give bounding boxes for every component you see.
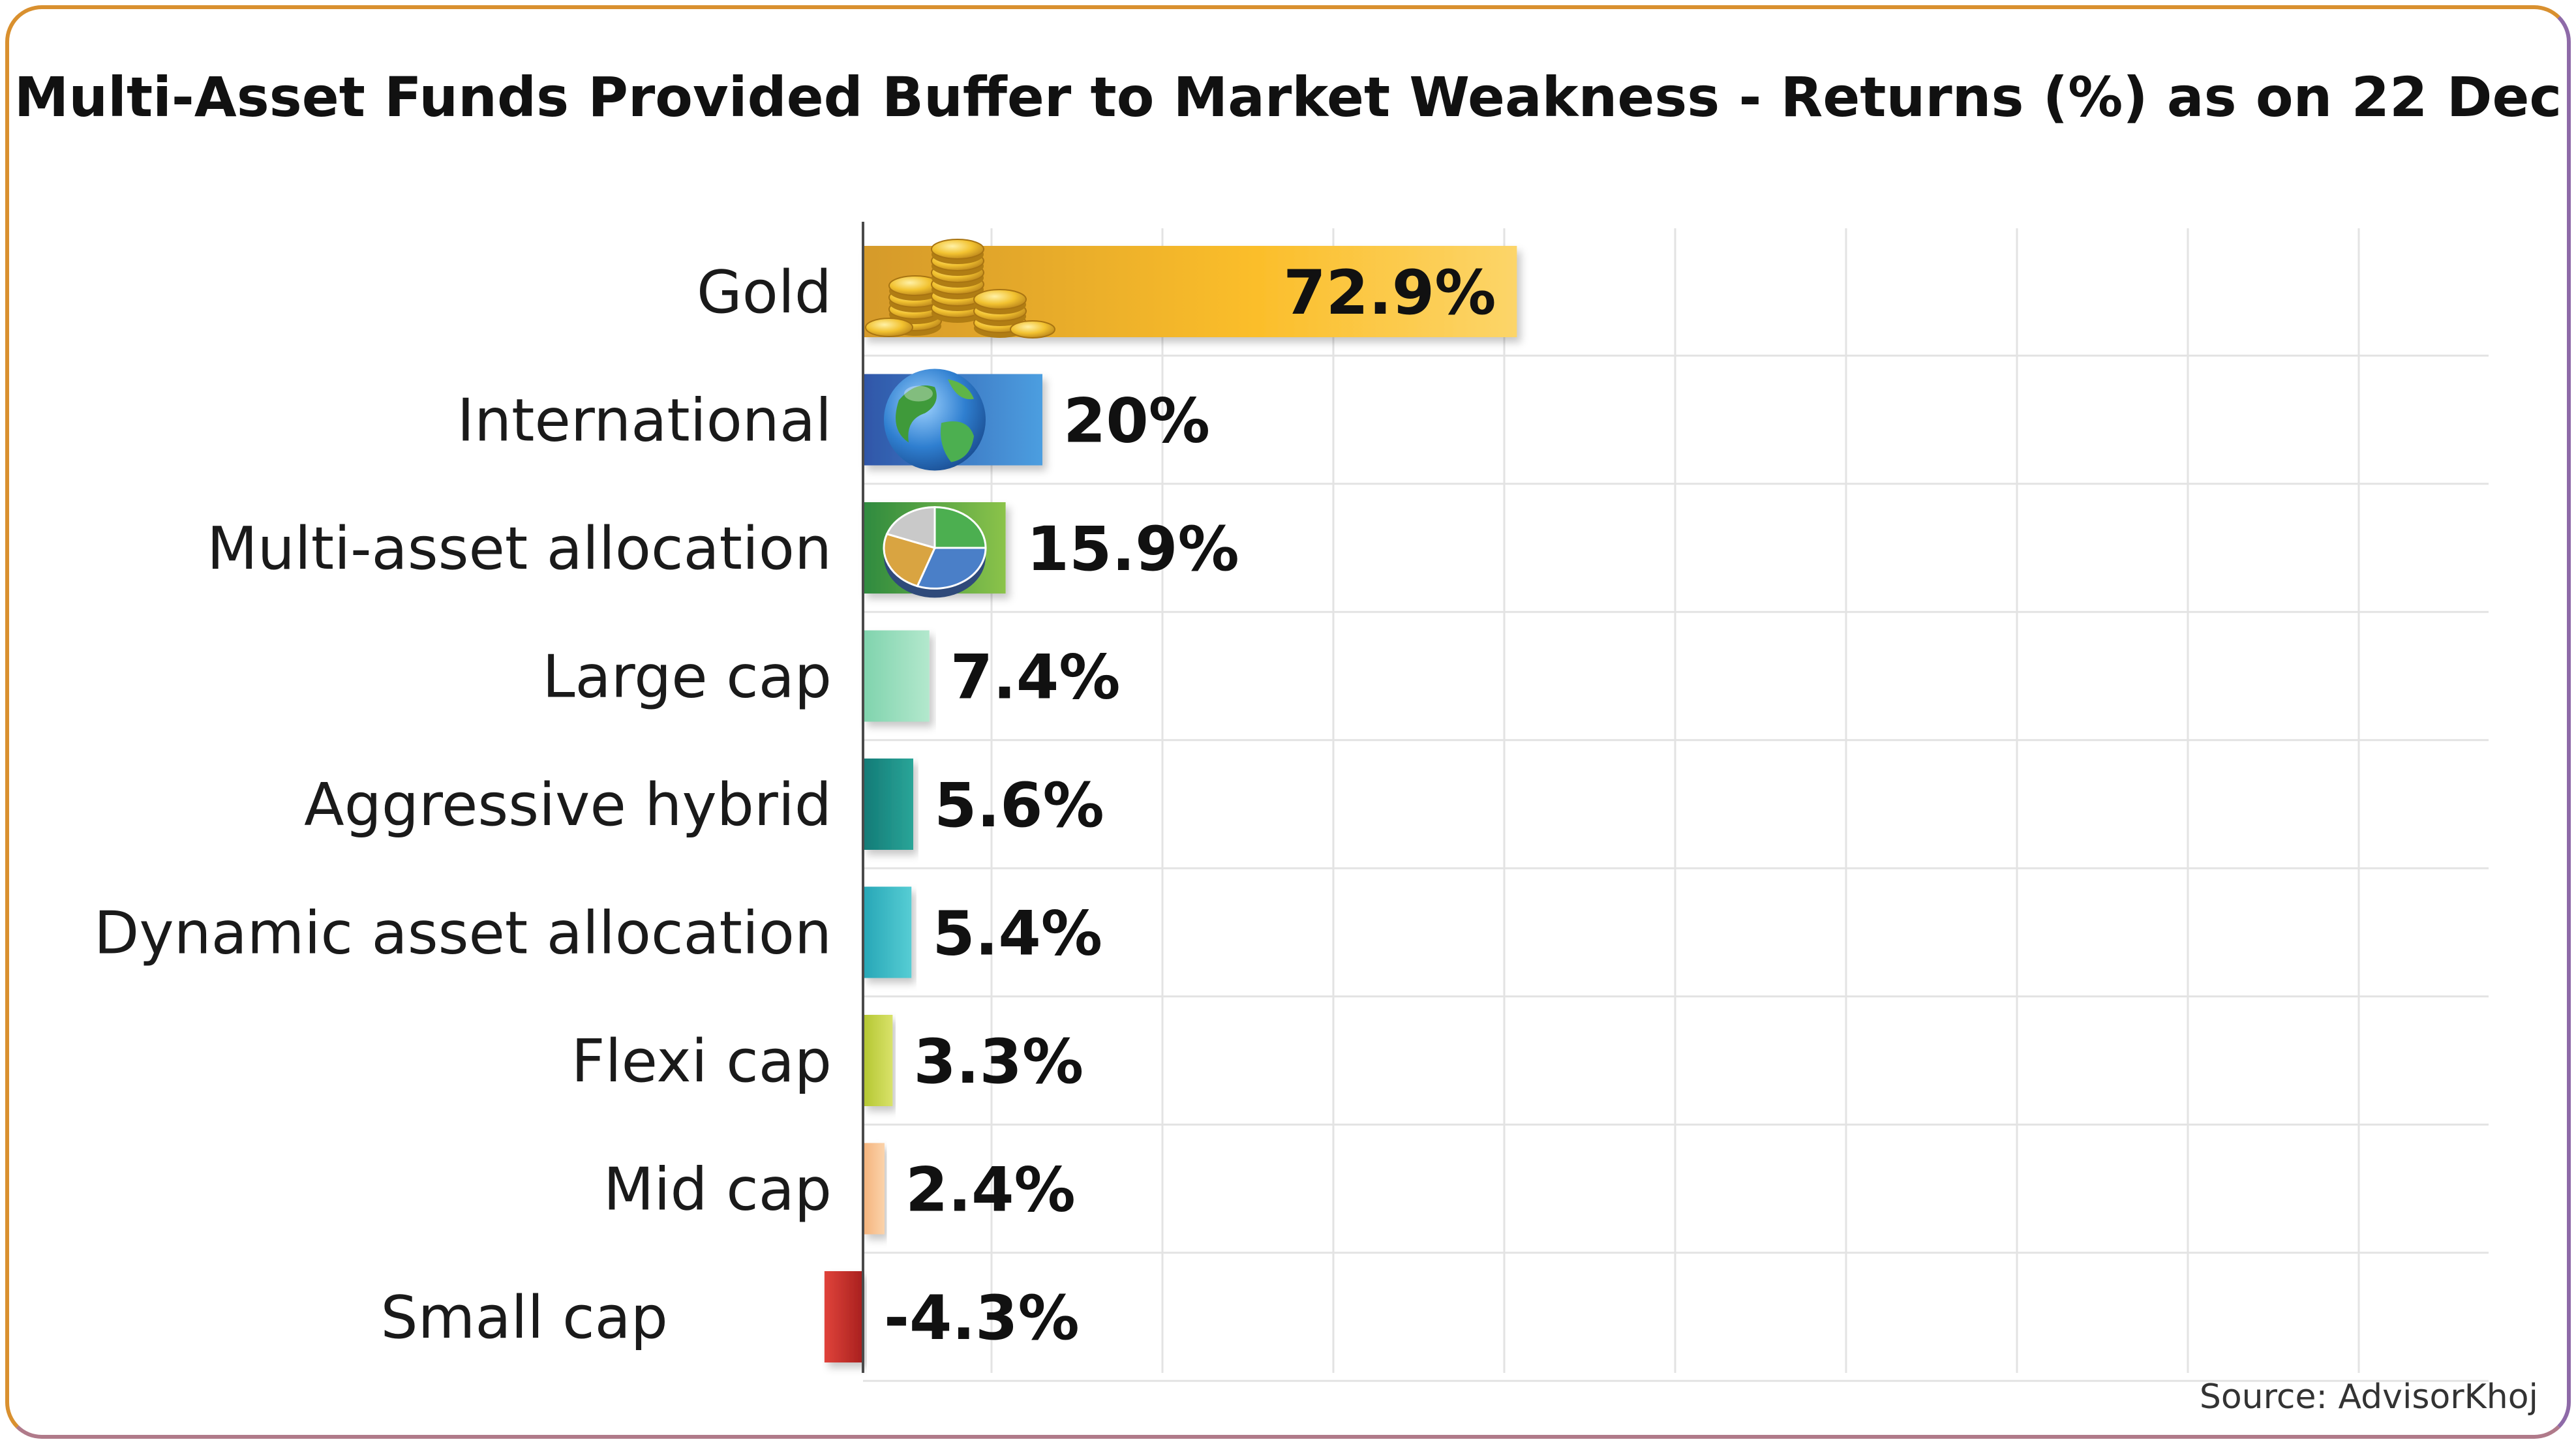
chart-title: Multi-Asset Funds Provided Buffer to Mar… — [14, 65, 2562, 129]
gold-coins-icon — [865, 239, 1055, 338]
value-label: 7.4% — [950, 642, 1121, 714]
source-note: Source: AdvisorKhoj — [2199, 1377, 2538, 1417]
category-label: Mid cap — [603, 1156, 832, 1224]
bar-aggressive-hybrid — [863, 759, 913, 850]
globe-icon — [884, 369, 986, 471]
labels: Gold 72.9% International 20% Multi-asset all… — [94, 258, 1496, 1354]
bar-mid-cap — [863, 1143, 885, 1235]
category-label: Flexi cap — [571, 1027, 832, 1096]
bar-icons — [865, 239, 1055, 598]
bar-large-cap — [863, 630, 930, 722]
grid-lines — [863, 228, 2489, 1382]
bar-small-cap — [824, 1271, 863, 1362]
bar-flexi-cap — [863, 1015, 893, 1106]
value-label: 20% — [1063, 386, 1210, 457]
value-label: 2.4% — [905, 1155, 1076, 1226]
pie-chart-icon — [883, 506, 987, 598]
value-label: 15.9% — [1027, 514, 1239, 585]
value-label: 5.6% — [934, 770, 1104, 841]
value-label: 5.4% — [932, 899, 1102, 970]
category-label: Dynamic asset allocation — [94, 899, 832, 968]
category-label: International — [457, 387, 832, 455]
value-label: 3.3% — [913, 1027, 1083, 1098]
value-label: 72.9% — [1283, 258, 1496, 329]
category-label: Multi-asset allocation — [207, 515, 832, 583]
bar-dynamic-asset-allocation — [863, 886, 912, 978]
category-label: Gold — [697, 258, 832, 327]
category-label: Large cap — [542, 643, 832, 712]
category-label: Small cap — [381, 1284, 668, 1352]
value-label: -4.3% — [884, 1283, 1080, 1354]
category-label: Aggressive hybrid — [304, 771, 832, 839]
chart-frame — [5, 5, 2571, 1439]
